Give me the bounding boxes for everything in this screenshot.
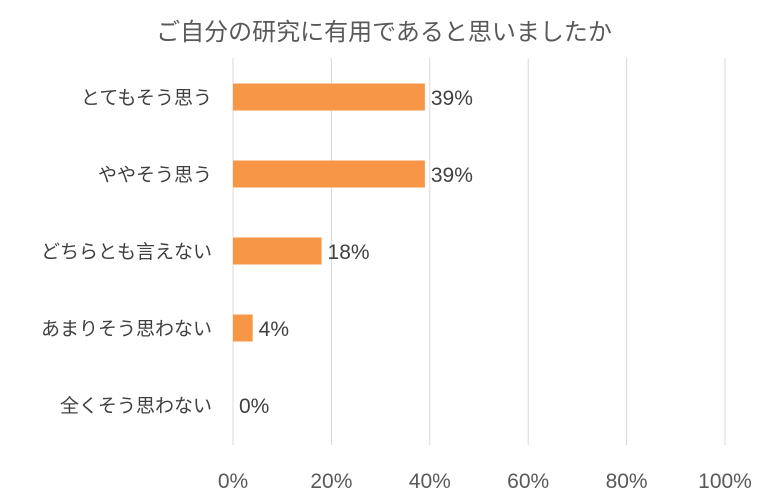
x-axis-ticks: 0% 20% 40% 60% 80% 100% — [218, 470, 752, 493]
x-tick-label: 100% — [698, 470, 752, 493]
bar — [233, 160, 425, 188]
data-labels: 39% 39% 18% 4% 0% — [239, 87, 473, 418]
bar — [233, 83, 425, 111]
data-label: 39% — [431, 164, 473, 187]
bar — [233, 237, 322, 265]
category-label: どちらとも言えない — [41, 241, 212, 263]
data-label: 18% — [328, 241, 370, 264]
data-label: 0% — [239, 395, 269, 418]
bars — [233, 83, 425, 342]
category-label: 全くそう思わない — [60, 395, 212, 417]
x-tick-label: 80% — [606, 470, 648, 493]
gridlines — [232, 58, 726, 445]
x-tick-label: 20% — [310, 470, 352, 493]
data-label: 4% — [259, 318, 289, 341]
x-tick-label: 0% — [218, 470, 248, 493]
category-label: とてもそう思う — [81, 87, 212, 109]
x-tick-label: 60% — [507, 470, 549, 493]
data-label: 39% — [431, 87, 473, 110]
bar — [233, 314, 253, 342]
x-tick-label: 40% — [409, 470, 451, 493]
chart-title: ご自分の研究に有用であると思いましたか — [156, 18, 612, 46]
category-label: ややそう思う — [98, 164, 212, 186]
category-label: あまりそう思わない — [41, 318, 212, 340]
